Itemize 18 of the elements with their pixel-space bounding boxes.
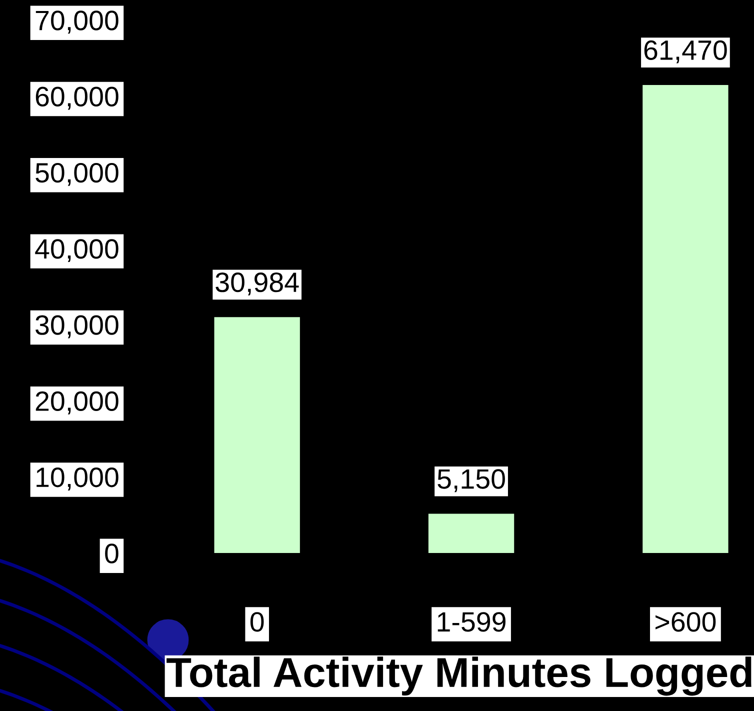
y-tick-label: 30,000	[36, 315, 118, 338]
data-label: 61,470	[644, 40, 727, 64]
x-tick-label: 1-599	[438, 612, 506, 632]
bar	[642, 84, 728, 553]
y-tick-label: 40,000	[35, 239, 118, 262]
x-tick-label: 0	[250, 612, 264, 632]
data-label: 30,984	[216, 272, 299, 296]
y-tick-label: 60,000	[36, 86, 118, 110]
data-label: 5,150	[438, 469, 505, 492]
y-tick-label: 50,000	[36, 162, 118, 186]
x-tick-label: >600	[656, 612, 716, 632]
bar	[214, 317, 300, 553]
x-axis-title: Total Activity Minutes Logged	[166, 656, 752, 696]
bar	[428, 514, 514, 553]
y-tick-label: 70,000	[36, 10, 118, 34]
y-tick-label: 10,000	[36, 468, 118, 490]
y-tick-label: 0	[105, 544, 118, 564]
y-tick-label: 20,000	[36, 391, 118, 414]
